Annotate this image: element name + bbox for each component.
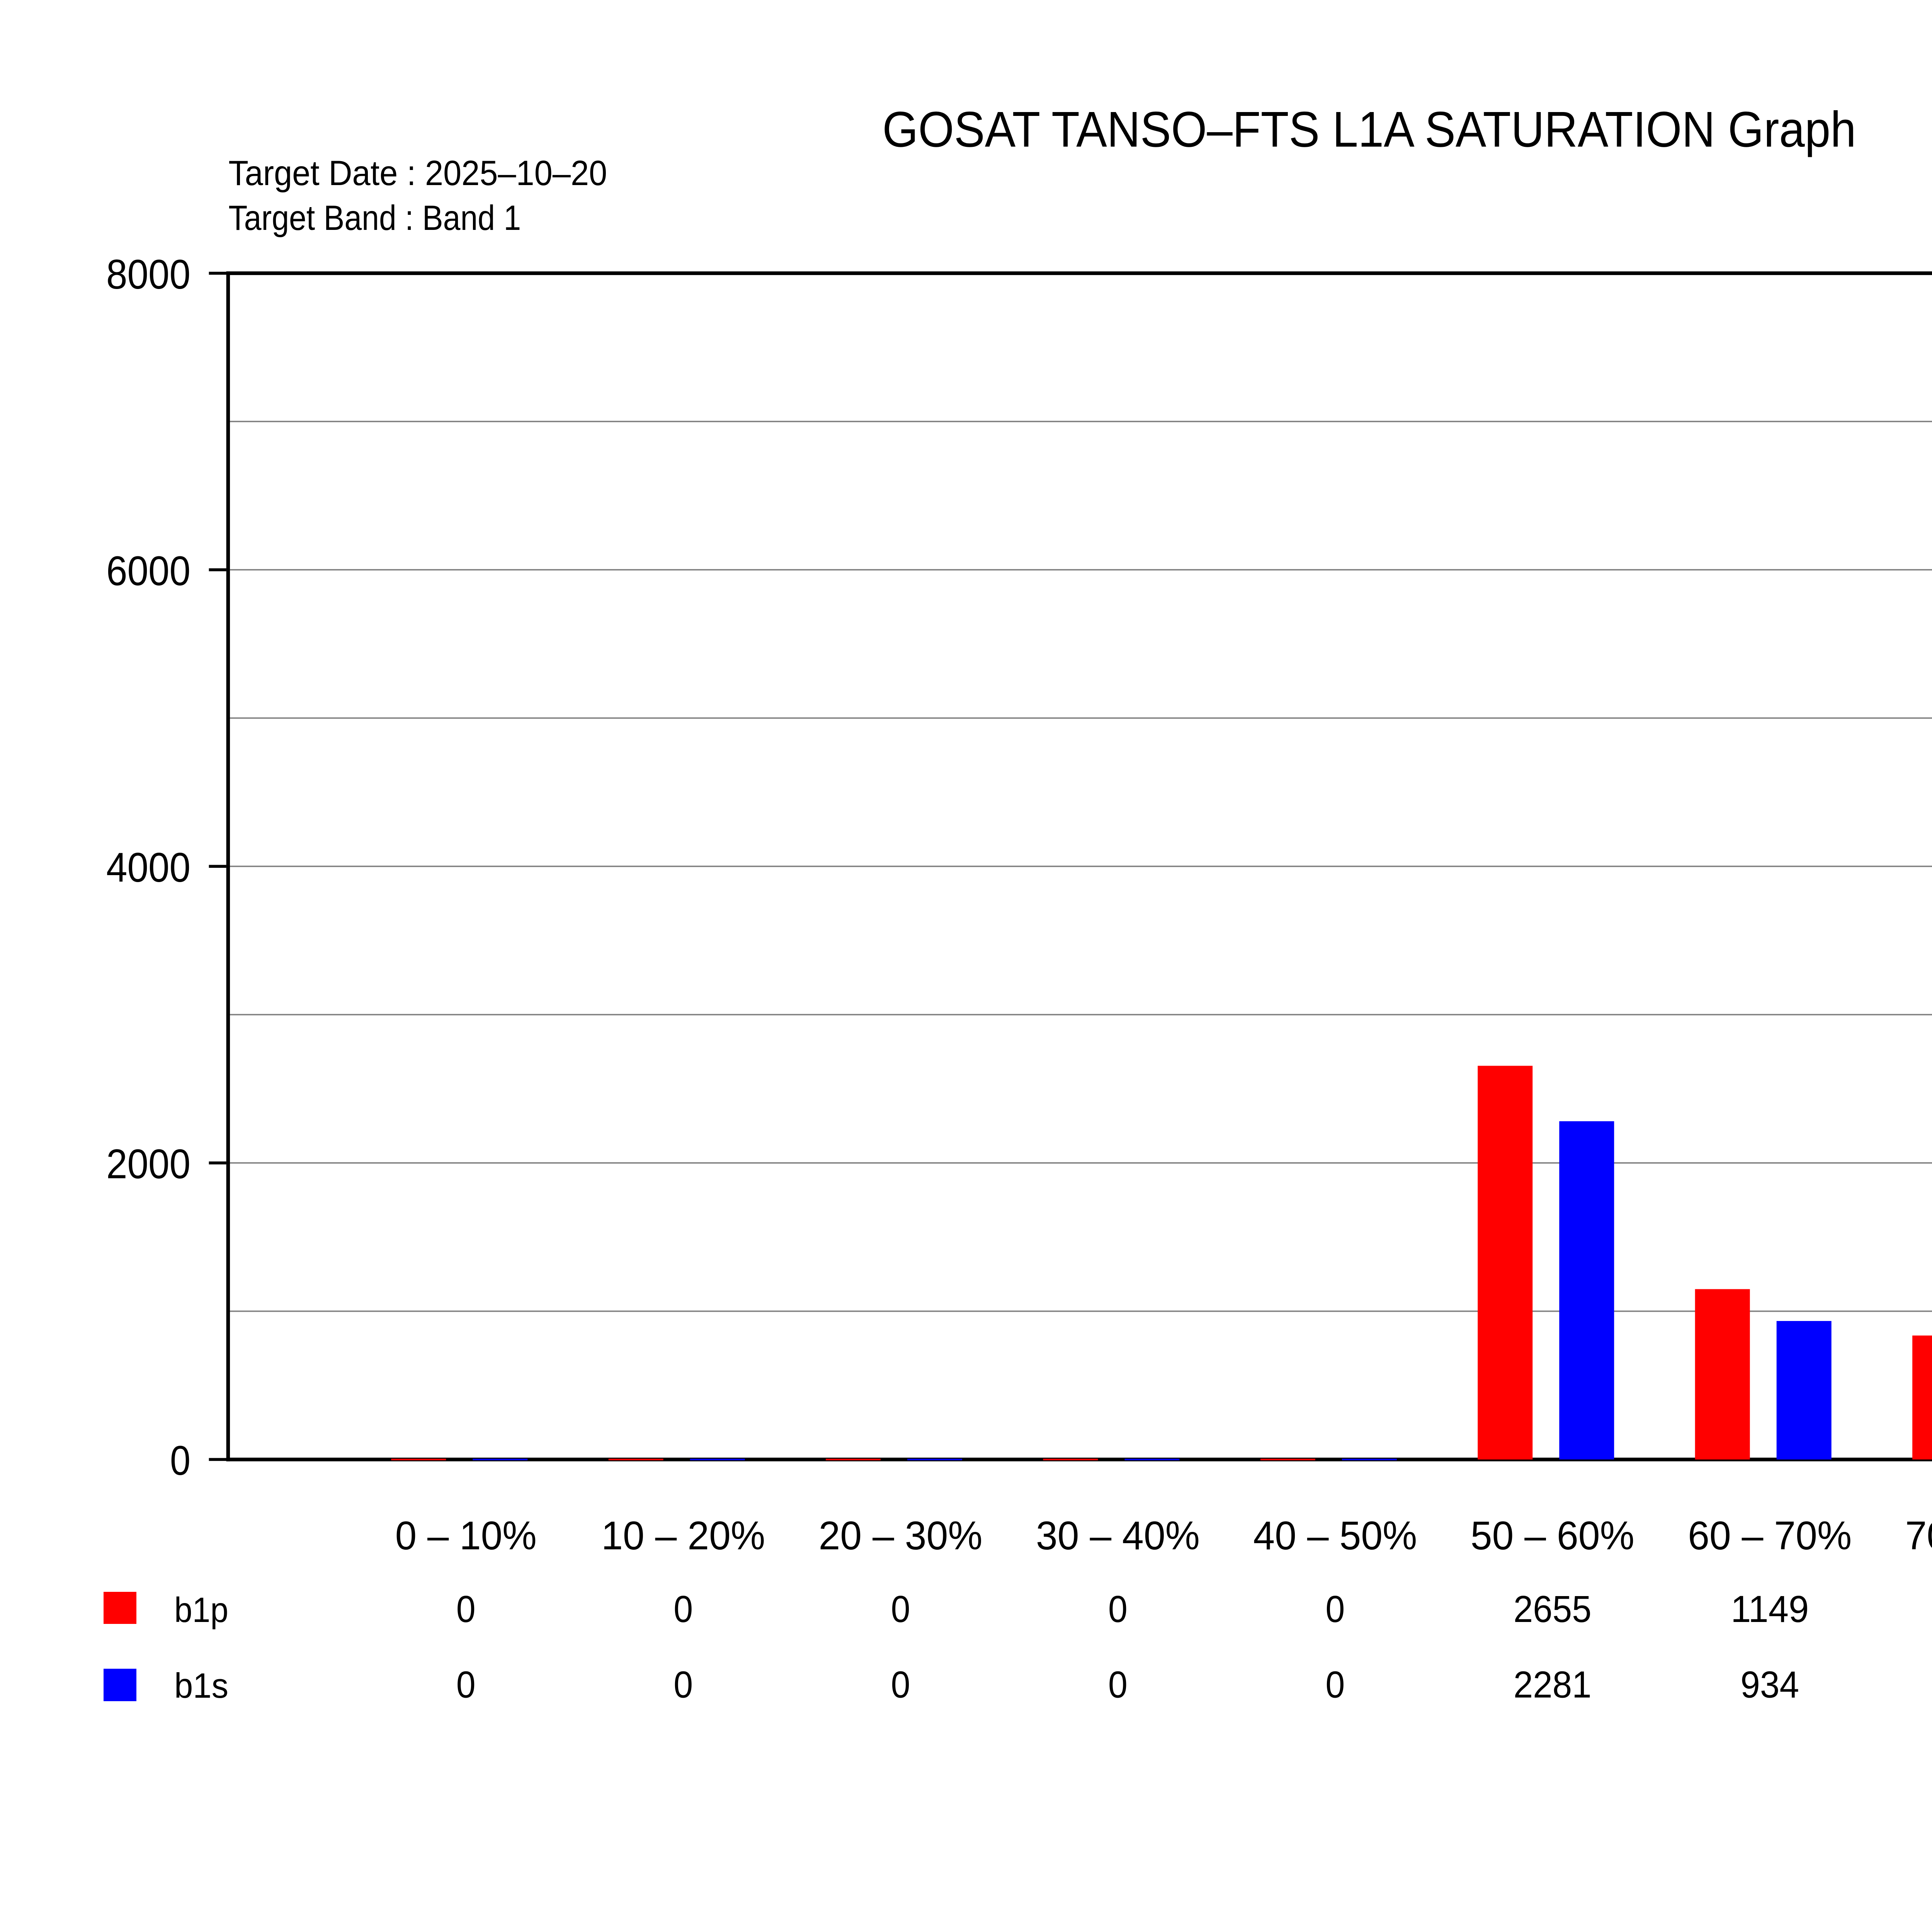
svg-text:2281: 2281 [1514, 1664, 1592, 1706]
svg-text:0: 0 [456, 1664, 476, 1706]
svg-text:0: 0 [1325, 1664, 1345, 1706]
svg-text:1149: 1149 [1731, 1588, 1809, 1630]
svg-text:0: 0 [891, 1588, 910, 1630]
svg-text:b1p: b1p [174, 1591, 228, 1630]
svg-text:0: 0 [673, 1664, 693, 1706]
svg-text:20 – 30%: 20 – 30% [819, 1513, 983, 1558]
svg-text:Target Date : 2025–10–20: Target Date : 2025–10–20 [228, 154, 607, 193]
svg-text:2655: 2655 [1514, 1588, 1592, 1630]
svg-text:Target Band : Band 1: Target Band : Band 1 [228, 199, 521, 238]
svg-text:0: 0 [891, 1664, 910, 1706]
svg-text:0: 0 [1108, 1664, 1128, 1706]
svg-text:0: 0 [1108, 1588, 1128, 1630]
svg-text:0: 0 [170, 1437, 190, 1484]
svg-text:70 – 80%: 70 – 80% [1905, 1513, 1932, 1558]
svg-text:b1s: b1s [174, 1666, 228, 1705]
svg-text:2000: 2000 [106, 1141, 190, 1187]
svg-text:10 – 20%: 10 – 20% [601, 1513, 765, 1558]
svg-text:934: 934 [1740, 1664, 1799, 1706]
svg-text:0: 0 [1325, 1588, 1345, 1630]
svg-text:4000: 4000 [106, 844, 190, 891]
svg-text:0: 0 [456, 1588, 476, 1630]
svg-text:60 – 70%: 60 – 70% [1688, 1513, 1852, 1558]
svg-text:8000: 8000 [106, 251, 190, 298]
svg-text:50 – 60%: 50 – 60% [1471, 1513, 1634, 1558]
svg-text:6000: 6000 [106, 547, 190, 594]
svg-text:0: 0 [673, 1588, 693, 1630]
svg-text:30 – 40%: 30 – 40% [1036, 1513, 1200, 1558]
svg-text:40 – 50%: 40 – 50% [1253, 1513, 1417, 1558]
svg-text:0 – 10%: 0 – 10% [395, 1513, 537, 1558]
svg-text:GOSAT TANSO–FTS L1A SATURATION: GOSAT TANSO–FTS L1A SATURATION Graph [883, 101, 1856, 158]
